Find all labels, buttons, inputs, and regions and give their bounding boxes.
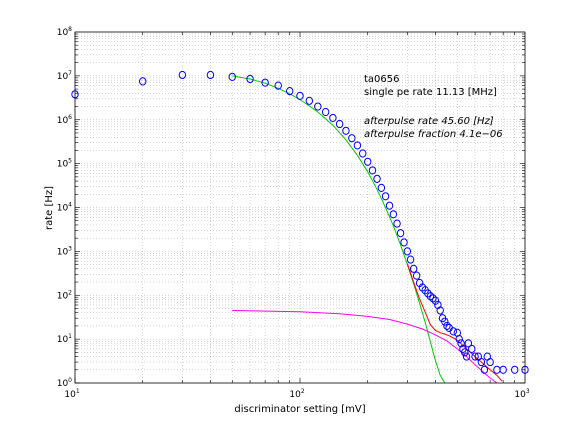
annotation-single-pe-rate: single pe rate 11.13 [MHz] — [364, 87, 497, 98]
data-point — [348, 134, 356, 143]
data-point — [429, 294, 437, 303]
data-point — [274, 81, 282, 90]
data-point — [403, 247, 412, 256]
y-tick-label: 106 — [57, 114, 72, 126]
data-point — [139, 77, 147, 86]
fit-curves — [232, 75, 503, 383]
data-point — [389, 210, 398, 219]
data-point — [486, 357, 494, 367]
data-point — [511, 365, 519, 374]
data-point — [471, 352, 479, 361]
data-point — [461, 348, 469, 357]
x-tick-label: 103 — [514, 388, 529, 400]
y-tick-label: 105 — [57, 158, 72, 170]
y-tick-label: 107 — [57, 70, 72, 82]
data-point — [329, 113, 337, 123]
data-point — [296, 91, 304, 100]
data-point — [477, 357, 486, 367]
data-point — [441, 317, 449, 326]
x-tick-label: 101 — [64, 388, 79, 400]
y-tick-label: 108 — [57, 26, 72, 38]
data-point — [359, 149, 367, 158]
data-point — [373, 174, 381, 183]
data-point — [406, 255, 415, 264]
fit-curve-3 — [406, 263, 503, 382]
data-point — [396, 229, 405, 238]
data-point — [436, 306, 444, 315]
data-point — [228, 72, 236, 81]
data-point — [412, 271, 421, 280]
data-point — [468, 344, 476, 353]
y-tick-label: 102 — [57, 289, 72, 301]
data-point — [443, 321, 451, 331]
data-point — [499, 365, 507, 374]
data-point — [314, 102, 322, 111]
data-point — [286, 86, 294, 96]
data-point — [381, 192, 390, 201]
data-point — [261, 78, 269, 87]
data-point — [424, 289, 432, 298]
data-points — [71, 70, 529, 374]
data-point — [457, 339, 465, 348]
data-point — [409, 264, 418, 273]
grid — [74, 32, 525, 384]
annotation-afterpulse-rate: afterpulse rate 45.60 [Hz] — [364, 116, 494, 127]
data-point — [368, 166, 377, 175]
fit-curve-2 — [232, 310, 498, 383]
fit-curve-1 — [232, 75, 446, 383]
data-point — [305, 96, 314, 105]
data-point — [178, 70, 187, 80]
y-tick-label: 100 — [57, 377, 72, 389]
data-point — [431, 296, 440, 305]
data-point — [364, 157, 372, 166]
data-point — [400, 238, 408, 247]
data-point — [449, 327, 457, 336]
data-point — [321, 107, 330, 117]
data-point — [455, 335, 463, 344]
data-point — [385, 201, 394, 210]
annotation-afterpulse-fraction: afterpulse fraction 4.1e−06 — [364, 129, 503, 140]
y-tick-label: 101 — [57, 333, 72, 345]
data-point — [206, 70, 215, 80]
data-point — [480, 365, 489, 374]
y-tick-label: 103 — [57, 245, 72, 257]
data-point — [342, 126, 350, 135]
x-tick-label: 102 — [289, 388, 304, 400]
data-point — [377, 183, 386, 192]
x-axis-label: discriminator setting [mV] — [234, 404, 365, 415]
y-tick-label: 104 — [57, 202, 72, 214]
data-point — [335, 119, 344, 129]
y-axis-label: rate [Hz] — [44, 186, 55, 230]
annotation-tube-id: ta0656 — [364, 74, 400, 85]
data-point — [462, 352, 471, 361]
data-point — [246, 74, 254, 84]
data-point — [353, 141, 362, 150]
data-point — [393, 219, 401, 228]
